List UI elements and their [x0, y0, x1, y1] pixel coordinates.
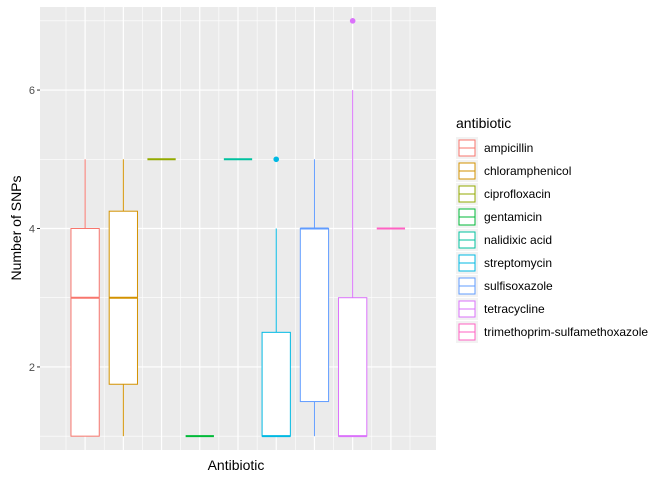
- outlier-point: [273, 156, 280, 163]
- outlier-point: [349, 18, 356, 24]
- box-body: [299, 228, 330, 403]
- legend-label: trimethoprim-sulfamethoxazole: [484, 325, 648, 339]
- legend-label: gentamicin: [484, 210, 542, 224]
- legend-label: tetracycline: [484, 302, 545, 316]
- box-body: [261, 331, 291, 437]
- y-axis-title: Number of SNPs: [8, 175, 24, 280]
- legend-item: ciprofloxacin: [456, 183, 551, 205]
- x-axis-title: Antibiotic: [208, 457, 265, 473]
- legend-label: ciprofloxacin: [484, 187, 551, 201]
- y-tick-label: 6: [29, 85, 35, 97]
- legend-label: chloramphenicol: [484, 164, 571, 178]
- legend-item: tetracycline: [456, 298, 545, 320]
- y-axis: 2 4 6: [29, 85, 40, 374]
- legend-item: nalidixic acid: [456, 229, 552, 251]
- legend-label: sulfisoxazole: [484, 279, 553, 293]
- box-streptomycin: [261, 156, 291, 438]
- legend-item: sulfisoxazole: [456, 275, 553, 297]
- legend-item: streptomycin: [456, 252, 552, 274]
- box-chloramphenicol: [108, 159, 138, 437]
- legend-title: antibiotic: [456, 115, 511, 131]
- box-tetracycline: [338, 18, 368, 438]
- legend-item: trimethoprim-sulfamethoxazole: [456, 321, 648, 343]
- legend-item: chloramphenicol: [456, 160, 571, 182]
- legend: ampicillin chloramphenicol ciprofloxacin ge…: [456, 137, 648, 343]
- y-tick-label: 2: [29, 362, 35, 374]
- box-sulfisoxazole: [299, 159, 330, 437]
- box-body: [70, 228, 100, 437]
- legend-label: nalidixic acid: [484, 233, 552, 247]
- box-ampicillin: [70, 159, 100, 437]
- legend-item: gentamicin: [456, 206, 542, 228]
- box-body: [338, 297, 368, 437]
- legend-label: ampicillin: [484, 141, 533, 155]
- legend-item: ampicillin: [456, 137, 533, 159]
- box-series: [70, 18, 406, 438]
- y-tick-label: 4: [29, 224, 35, 236]
- legend-label: streptomycin: [484, 256, 552, 270]
